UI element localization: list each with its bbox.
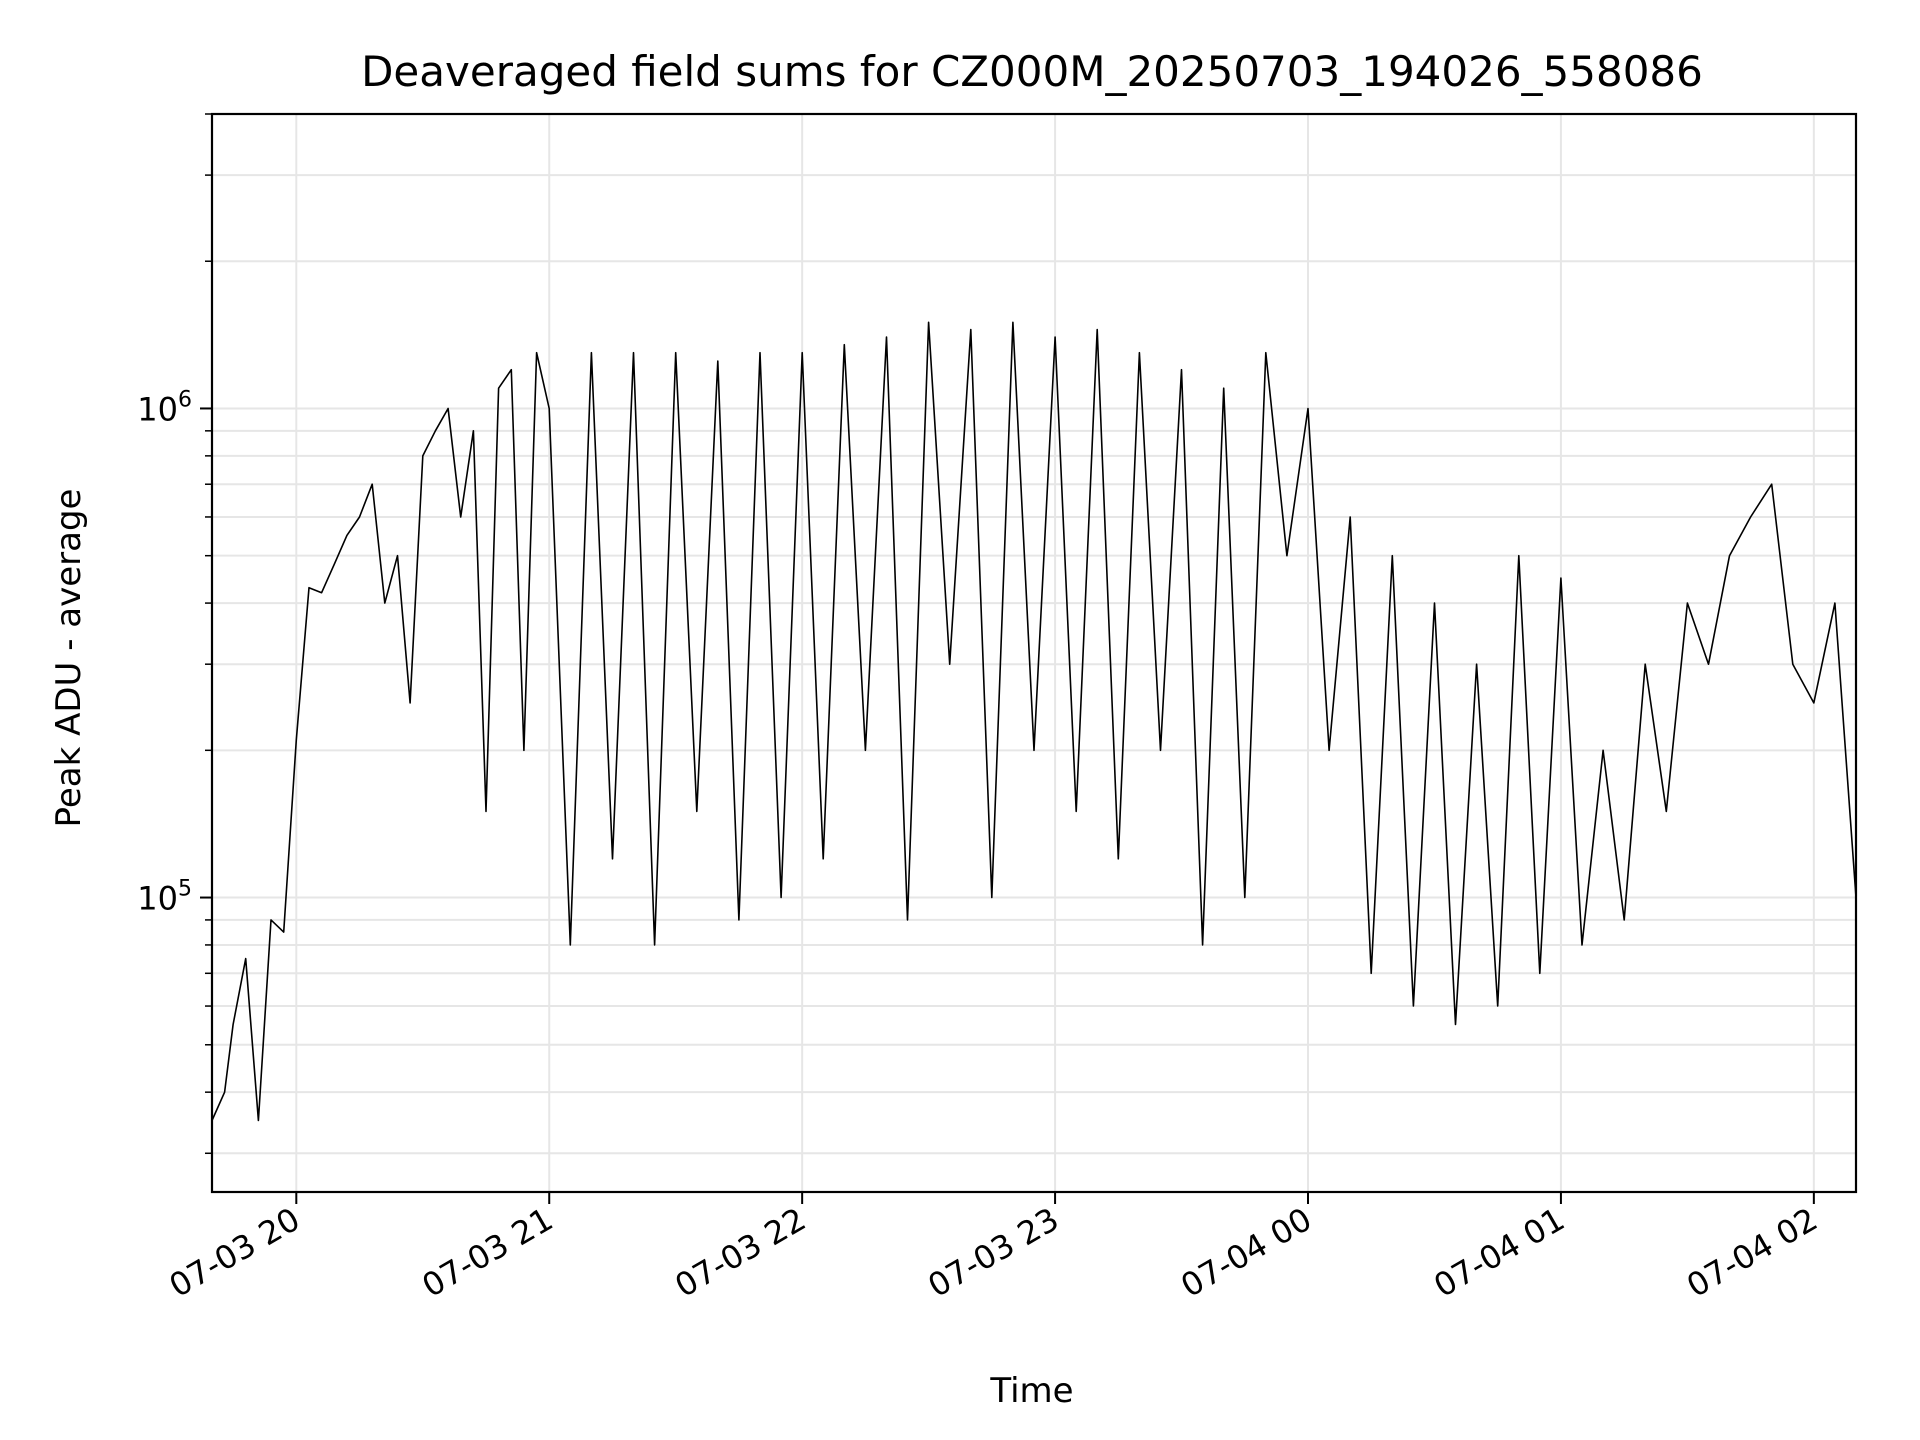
y-tick-label-exponent: 6 (178, 387, 192, 412)
y-tick-label-base: 10 (137, 390, 178, 428)
series-layer (211, 321, 1857, 1122)
plot-frame (210, 112, 1858, 1194)
x-axis-title: Time (989, 1371, 1073, 1411)
grid (212, 113, 1856, 1192)
y-tick-label: 105 (137, 877, 192, 918)
chart-title: Deaveraged field sums for CZ000M_2025070… (361, 47, 1703, 96)
y-axis-title: Peak ADU - average (49, 489, 89, 828)
y-tick-label-exponent: 5 (178, 877, 192, 902)
series-line (211, 321, 1857, 1122)
y-tick-label-base: 10 (137, 880, 178, 918)
axis-ticks (200, 113, 1815, 1204)
y-tick-label: 106 (137, 387, 192, 428)
